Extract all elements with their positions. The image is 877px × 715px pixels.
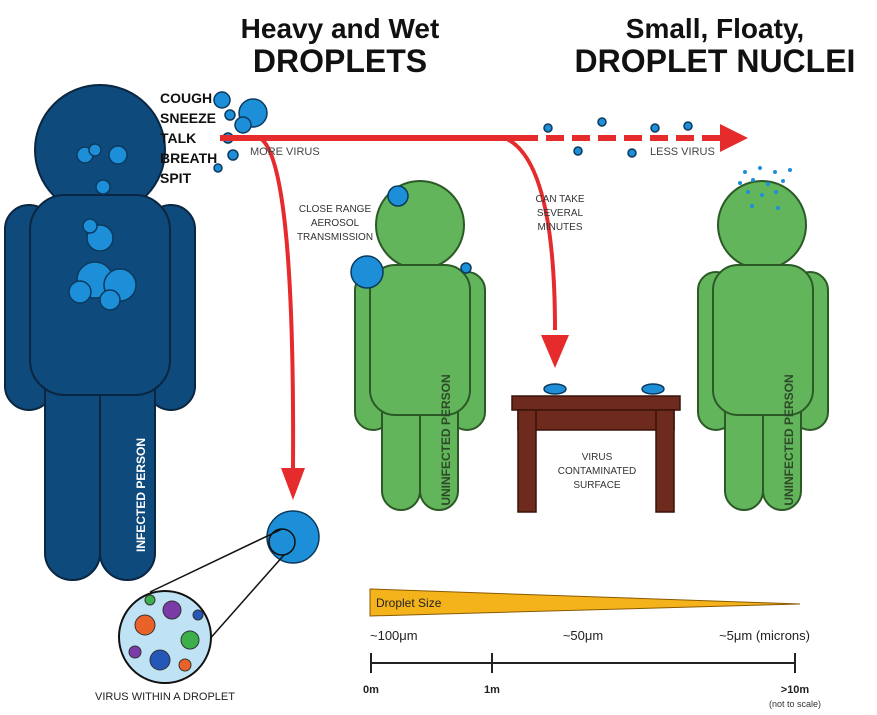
title-right-1: Small, Floaty,: [626, 13, 804, 44]
arrowhead: [281, 468, 305, 500]
surface-label: SURFACE: [573, 480, 621, 491]
size-label: ~5μm (microns): [719, 628, 810, 643]
surface-label: CONTAMINATED: [558, 466, 637, 477]
action: BREATH: [160, 150, 217, 166]
distance-label: 1m: [484, 684, 500, 696]
delay: MINUTES: [538, 222, 583, 233]
title-left-1: Heavy and Wet: [241, 13, 440, 44]
title-right-2: DROPLET NUCLEI: [575, 43, 856, 79]
emitted-droplets: [214, 92, 267, 172]
size-title: Droplet Size: [376, 596, 442, 610]
action: SPIT: [160, 170, 192, 186]
uninfected-label: UNINFECTED PERSON: [439, 374, 453, 505]
infected-label: INFECTED PERSON: [134, 438, 148, 552]
scale-note: (not to scale): [769, 699, 821, 709]
action: SNEEZE: [160, 110, 216, 126]
action: TALK: [160, 130, 196, 146]
zoom-line: [200, 555, 284, 650]
size-label: ~50μm: [563, 628, 603, 643]
size-label: ~100μm: [370, 628, 418, 643]
distance-scale: [371, 653, 795, 673]
zoom-line: [150, 529, 282, 592]
surface-label: VIRUS: [582, 452, 613, 463]
uninfected-person-1: [355, 181, 485, 510]
infographic: Heavy and Wet DROPLETS Small, Floaty, DR…: [0, 0, 877, 715]
arrowhead: [720, 124, 748, 152]
uninfected-label: UNINFECTED PERSON: [782, 374, 796, 505]
surface-droplets: [544, 384, 664, 394]
arrowhead: [541, 335, 569, 368]
distance-label: 0m: [363, 684, 379, 696]
less-virus: LESS VIRUS: [650, 146, 715, 158]
delay: SEVERAL: [537, 208, 584, 219]
close-range: CLOSE RANGE: [299, 204, 372, 215]
landing-droplet: [267, 511, 319, 563]
close-range: TRANSMISSION: [297, 232, 373, 243]
title-left-2: DROPLETS: [253, 43, 427, 79]
droplet-caption: VIRUS WITHIN A DROPLET: [95, 691, 235, 703]
action: COUGH: [160, 90, 212, 106]
close-range: AEROSOL: [311, 218, 360, 229]
uninfected-person-2: [698, 181, 828, 510]
more-virus: MORE VIRUS: [250, 146, 320, 158]
distance-label: >10m: [781, 684, 810, 696]
delay: CAN TAKE: [535, 194, 584, 205]
